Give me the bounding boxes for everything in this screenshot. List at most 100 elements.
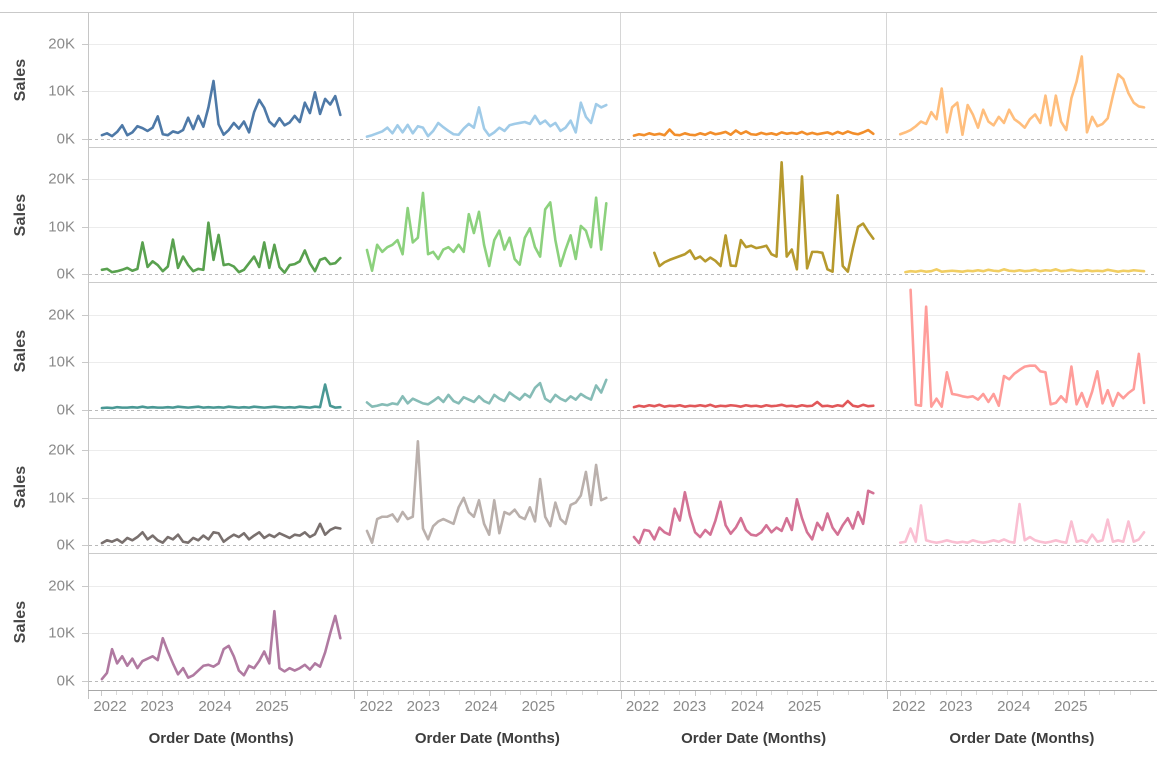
sales-line-svg xyxy=(89,283,353,418)
gridline xyxy=(354,43,620,45)
x-quarter-tick xyxy=(1129,690,1131,695)
x-quarter-tick xyxy=(566,690,568,695)
sales-line[interactable] xyxy=(102,612,340,680)
x-quarter-tick xyxy=(397,690,399,695)
x-quarter-tick xyxy=(725,690,727,695)
empty-chart-panel xyxy=(354,554,621,690)
chart-panel[interactable] xyxy=(88,554,355,690)
x-quarter-tick xyxy=(177,690,179,695)
chart-panel[interactable] xyxy=(88,147,355,284)
x-tick-label: 2025 xyxy=(1054,697,1088,715)
x-quarter-tick xyxy=(535,690,537,695)
chart-panel[interactable] xyxy=(354,12,621,148)
x-tick-label: 2023 xyxy=(406,697,440,715)
sales-line[interactable] xyxy=(633,491,872,543)
chart-panel[interactable] xyxy=(354,418,621,555)
sales-line[interactable] xyxy=(102,222,340,272)
sales-line[interactable] xyxy=(633,130,872,136)
y-tick-mark xyxy=(82,91,88,92)
x-quarter-tick xyxy=(945,690,947,695)
sales-line[interactable] xyxy=(900,56,1144,134)
gridline xyxy=(354,585,620,587)
y-tick-label: 20K xyxy=(48,577,75,595)
gridline xyxy=(886,314,1157,316)
sales-line[interactable] xyxy=(102,81,340,136)
sales-line[interactable] xyxy=(633,401,872,407)
zero-line xyxy=(886,409,1157,411)
chart-panel[interactable] xyxy=(354,147,621,284)
gridline xyxy=(354,226,620,228)
chart-panel[interactable] xyxy=(886,147,1157,284)
zero-line xyxy=(886,680,1157,682)
chart-panel[interactable] xyxy=(886,283,1157,419)
y-tick-mark xyxy=(82,450,88,452)
gridline xyxy=(886,179,1157,181)
chart-panel[interactable] xyxy=(886,12,1157,148)
y-axis-title: Sales xyxy=(12,193,29,237)
x-tick-label: 2025 xyxy=(255,697,289,715)
y-tick-label: 20K xyxy=(48,441,75,459)
zero-line xyxy=(620,545,886,547)
gridline xyxy=(620,362,886,364)
sales-line[interactable] xyxy=(900,504,1144,543)
x-year-tick xyxy=(1083,690,1085,696)
gridline xyxy=(620,633,886,635)
chart-panel[interactable] xyxy=(88,12,355,148)
x-tick-label: 2023 xyxy=(672,697,707,715)
x-quarter-tick xyxy=(443,690,445,695)
sales-line[interactable] xyxy=(905,269,1144,272)
x-tick-label: 2022 xyxy=(93,697,127,715)
x-tick-label: 2023 xyxy=(939,697,973,715)
zero-line xyxy=(354,138,620,140)
sales-line-svg xyxy=(887,148,1157,283)
chart-panel[interactable] xyxy=(620,283,887,419)
gridline xyxy=(89,497,354,499)
y-tick-label: 0K xyxy=(56,130,75,147)
y-tick-mark xyxy=(82,680,88,682)
x-quarter-tick xyxy=(1052,690,1054,695)
chart-panel[interactable] xyxy=(88,283,355,419)
y-tick-mark xyxy=(82,138,88,140)
x-quarter-tick xyxy=(1098,690,1100,695)
sales-line[interactable] xyxy=(654,162,873,271)
sales-line[interactable] xyxy=(367,380,606,407)
y-tick-mark xyxy=(82,226,88,228)
x-year-tick xyxy=(428,690,430,696)
x-quarter-tick xyxy=(505,690,507,695)
x-quarter-tick xyxy=(116,690,118,695)
sales-line[interactable] xyxy=(102,385,340,409)
y-tick-label: 10K xyxy=(48,353,75,371)
gridline xyxy=(886,362,1157,364)
x-quarter-tick xyxy=(863,690,865,695)
x-tick-label: 2022 xyxy=(359,697,393,715)
y-tick-label: 10K xyxy=(48,218,75,236)
x-tick-label: 2025 xyxy=(521,697,555,715)
sales-line-svg xyxy=(89,12,353,147)
chart-panel[interactable] xyxy=(620,12,887,148)
sales-line[interactable] xyxy=(367,193,606,271)
zero-line xyxy=(886,138,1157,140)
gridline xyxy=(620,585,886,587)
y-tick-label: 10K xyxy=(48,489,75,507)
gridline xyxy=(886,633,1157,635)
x-axis-panel-tick xyxy=(620,690,622,699)
chart-panel[interactable] xyxy=(620,418,887,555)
chart-panel[interactable] xyxy=(886,418,1157,555)
x-quarter-tick xyxy=(413,690,415,695)
gridline xyxy=(354,91,620,92)
chart-panel[interactable] xyxy=(354,283,621,419)
x-tick-label: 2024 xyxy=(464,697,498,715)
x-year-tick xyxy=(756,690,758,696)
x-year-tick xyxy=(961,690,963,696)
x-quarter-tick xyxy=(648,690,650,695)
sales-line[interactable] xyxy=(910,290,1143,407)
chart-panel[interactable] xyxy=(620,147,887,284)
sales-line[interactable] xyxy=(367,441,606,542)
sales-line[interactable] xyxy=(367,103,606,137)
gridline xyxy=(886,497,1157,499)
x-quarter-tick xyxy=(1037,690,1039,695)
gridline xyxy=(89,314,354,316)
sales-line-svg xyxy=(354,419,619,554)
sales-line[interactable] xyxy=(102,524,340,543)
chart-panel[interactable] xyxy=(88,418,355,555)
